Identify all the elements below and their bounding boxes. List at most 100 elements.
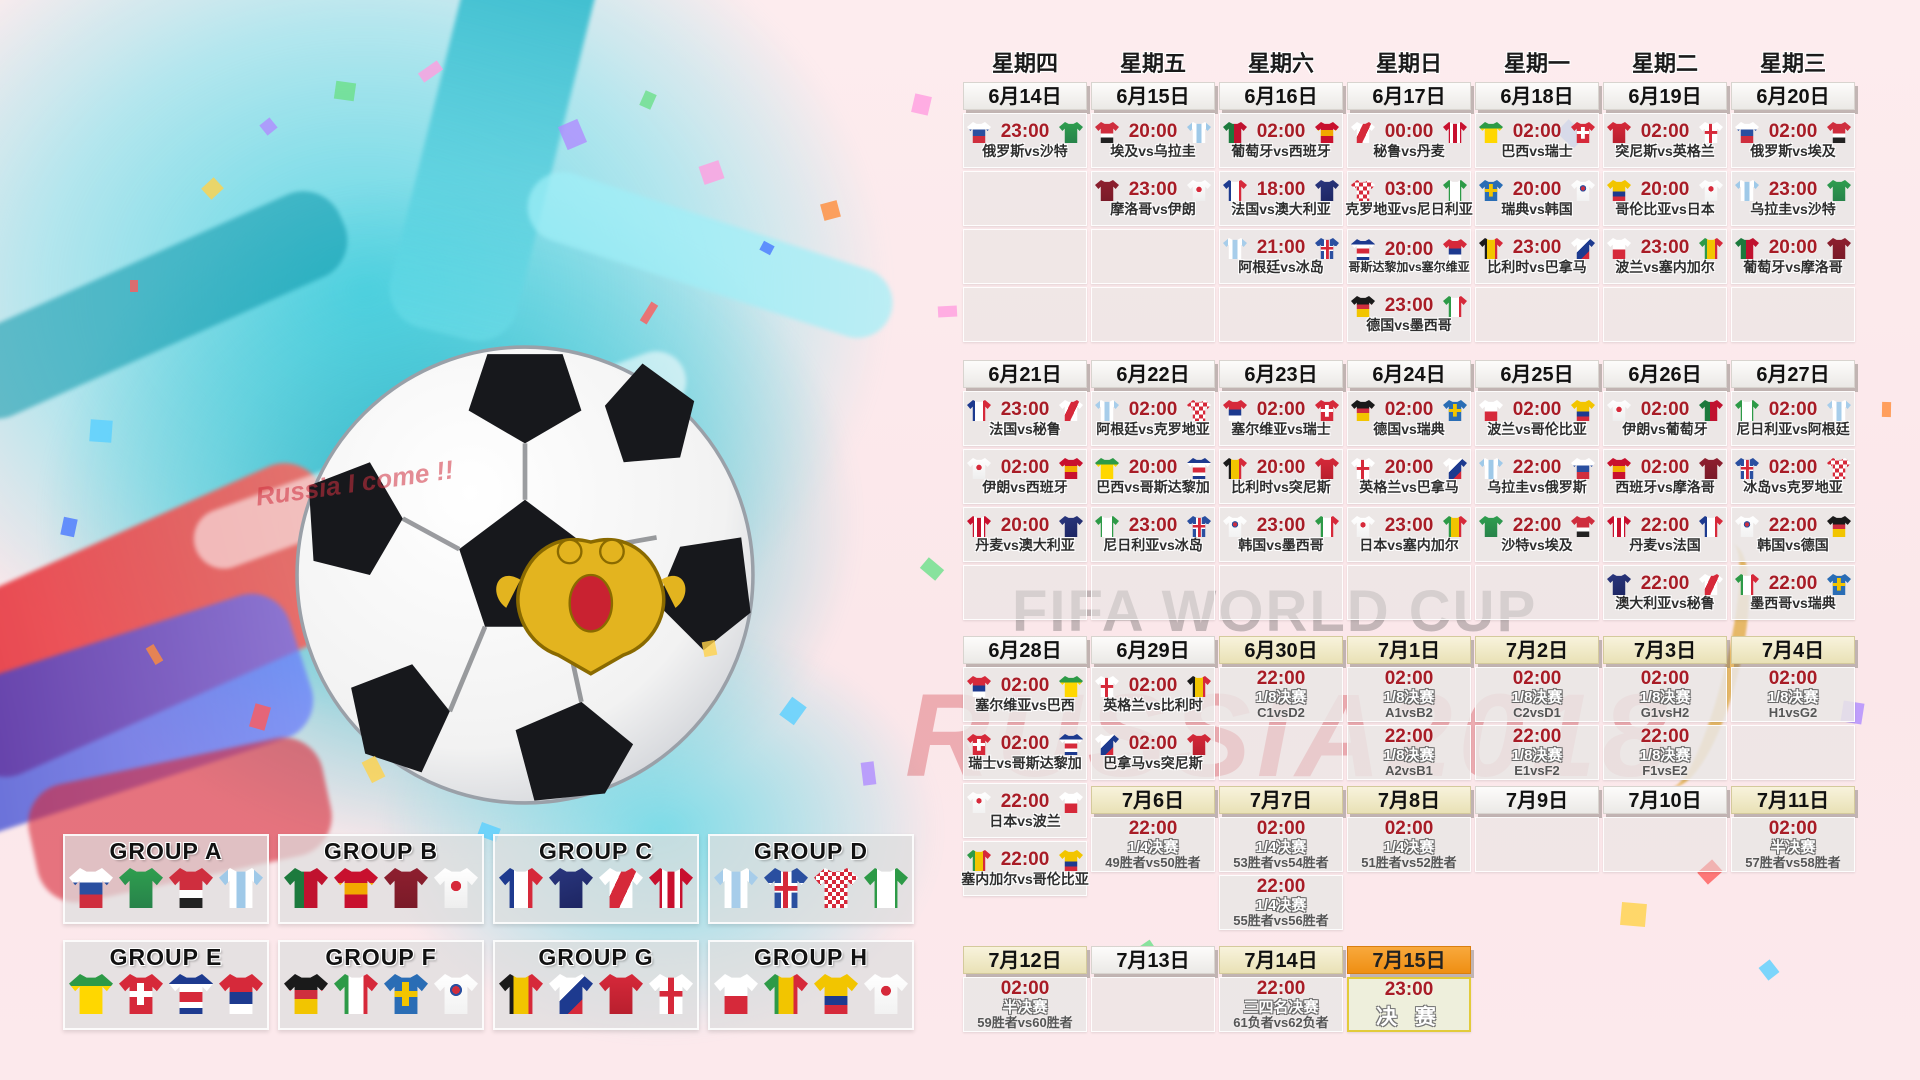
away-jersey-icon bbox=[1315, 121, 1339, 143]
calendar-column: 7月14日 22:00 三四名决赛 61负者vs62负者 bbox=[1219, 946, 1343, 1035]
home-jersey-icon bbox=[1479, 515, 1503, 537]
group-box: GROUP B bbox=[278, 834, 484, 924]
away-jersey-icon bbox=[1827, 457, 1851, 479]
match-cell: 22:00 塞内加尔vs哥伦比亚 bbox=[961, 841, 1089, 896]
calendar-column: 6月23日 02:00 塞尔维亚vs瑞士 20:00 比利时vs突尼斯 23:00 韩国vs… bbox=[1219, 360, 1343, 623]
confetti-piece bbox=[860, 761, 877, 786]
match-cell: 02:00 葡萄牙vs西班牙 bbox=[1219, 113, 1343, 168]
knockout-time: 22:00 bbox=[1640, 726, 1690, 748]
away-jersey-icon bbox=[1187, 121, 1211, 143]
empty-cell bbox=[1219, 725, 1343, 780]
match-time: 20:00 bbox=[1768, 237, 1818, 259]
match-row: 02:00 bbox=[1220, 399, 1342, 421]
home-jersey-icon bbox=[1095, 733, 1119, 755]
match-cell: 02:00 伊朗vs西班牙 bbox=[963, 449, 1087, 504]
date-header: 6月23日 bbox=[1219, 360, 1343, 388]
knockout-time: 02:00 bbox=[1384, 818, 1434, 840]
knockout-cell: 22:00 1/8决赛 F1vsE2 bbox=[1603, 725, 1727, 780]
match-row: 02:00 bbox=[1604, 399, 1726, 421]
match-teams-label: 哥伦比亚vs日本 bbox=[1615, 201, 1715, 218]
calendar-column: 6月27日 02:00 尼日利亚vs阿根廷 02:00 冰岛vs克罗地亚 22:00 韩国v… bbox=[1731, 360, 1855, 623]
match-teams-label: 巴西vs瑞士 bbox=[1501, 143, 1573, 160]
away-jersey-icon bbox=[1187, 399, 1211, 421]
match-row: 20:00 bbox=[964, 515, 1086, 537]
date-header: 6月26日 bbox=[1603, 360, 1727, 388]
away-jersey-icon bbox=[1571, 399, 1595, 421]
match-cell: 20:00 葡萄牙vs摩洛哥 bbox=[1731, 229, 1855, 284]
match-cell: 18:00 法国vs澳大利亚 bbox=[1219, 171, 1343, 226]
knockout-pair-label: 49胜者vs50胜者 bbox=[1105, 854, 1201, 870]
calendar-column: 6月29日 02:00 英格兰vs比利时 02:00 巴拿马vs突尼斯 bbox=[1091, 636, 1215, 899]
home-jersey-icon bbox=[1607, 179, 1631, 201]
match-time: 23:00 bbox=[1000, 121, 1050, 143]
away-jersey-icon bbox=[1827, 399, 1851, 421]
match-row: 22:00 bbox=[1604, 573, 1726, 595]
match-row: 23:00 bbox=[1732, 179, 1854, 201]
knockout-pair-label: H1vsG2 bbox=[1768, 704, 1818, 720]
match-teams-label: 突尼斯vs英格兰 bbox=[1615, 143, 1715, 160]
match-cell: 23:00 比利时vs巴拿马 bbox=[1475, 229, 1599, 284]
group-team-jersey-icon bbox=[649, 974, 693, 1014]
knockout-cell: 02:00 1/4决赛 51胜者vs52胜者 bbox=[1347, 817, 1471, 872]
match-cell: 02:00 德国vs瑞典 bbox=[1347, 391, 1471, 446]
calendar-column: 7月15日 23:00 决 赛 bbox=[1347, 946, 1471, 1035]
date-header: 6月15日 bbox=[1091, 82, 1215, 110]
home-jersey-icon bbox=[1223, 457, 1247, 479]
home-jersey-icon bbox=[967, 457, 991, 479]
group-box: GROUP E bbox=[63, 940, 269, 1030]
match-teams-label: 韩国vs墨西哥 bbox=[1238, 537, 1324, 554]
match-time: 22:00 bbox=[1512, 457, 1562, 479]
away-jersey-icon bbox=[1699, 515, 1723, 537]
match-cell: 23:00 波兰vs塞内加尔 bbox=[1603, 229, 1727, 284]
date-header: 6月20日 bbox=[1731, 82, 1855, 110]
match-time: 22:00 bbox=[1640, 515, 1690, 537]
home-jersey-icon bbox=[1735, 573, 1759, 595]
knockout-time: 02:00 bbox=[1768, 818, 1818, 840]
week-band: 7月6日 22:00 1/4决赛 49胜者vs50胜者 7月7日 02:00 1/4决赛 53… bbox=[963, 786, 1855, 933]
away-jersey-icon bbox=[1059, 675, 1083, 697]
match-time: 23:00 bbox=[1000, 399, 1050, 421]
calendar-column: 7月6日 22:00 1/4决赛 49胜者vs50胜者 bbox=[1091, 786, 1215, 933]
away-jersey-icon bbox=[1059, 121, 1083, 143]
calendar-column: 7月3日 02:00 1/8决赛 G1vsH2 22:00 1/8决赛 F1vsE2 bbox=[1603, 636, 1727, 899]
calendar-column: 6月30日 22:00 1/8决赛 C1vsD2 bbox=[1219, 636, 1343, 899]
weekday-label: 星期日 bbox=[1375, 51, 1442, 76]
date-header: 7月10日 bbox=[1603, 786, 1727, 814]
calendar-column: 7月9日 bbox=[1475, 786, 1599, 933]
knockout-cell: 22:00 1/8决赛 A2vsB1 bbox=[1347, 725, 1471, 780]
match-teams-label: 德国vs墨西哥 bbox=[1366, 317, 1452, 334]
away-jersey-icon bbox=[1827, 179, 1851, 201]
home-jersey-icon bbox=[1095, 399, 1119, 421]
calendar-column: 6月16日 02:00 葡萄牙vs西班牙 18:00 法国vs澳大利亚 21:00 阿根廷v… bbox=[1219, 82, 1343, 345]
match-cell: 21:00 阿根廷vs冰岛 bbox=[1219, 229, 1343, 284]
match-row: 00:00 bbox=[1348, 121, 1470, 143]
away-jersey-icon bbox=[1315, 237, 1339, 259]
home-jersey-icon bbox=[967, 733, 991, 755]
home-jersey-icon bbox=[1735, 515, 1759, 537]
group-title: GROUP A bbox=[109, 838, 223, 864]
group-box: GROUP G bbox=[493, 940, 699, 1030]
away-jersey-icon bbox=[1443, 121, 1467, 143]
knockout-time: 22:00 bbox=[1384, 726, 1434, 748]
group-box: GROUP C bbox=[493, 834, 699, 924]
match-row: 20:00 bbox=[1220, 457, 1342, 479]
match-time: 20:00 bbox=[1128, 121, 1178, 143]
knockout-time: 22:00 bbox=[1128, 818, 1178, 840]
home-jersey-icon bbox=[1479, 179, 1503, 201]
home-jersey-icon bbox=[1351, 239, 1375, 261]
home-jersey-icon bbox=[1351, 179, 1375, 201]
knockout-stage-label: 1/8决赛 bbox=[1511, 747, 1563, 765]
knockout-time: 02:00 bbox=[1768, 668, 1818, 690]
home-jersey-icon bbox=[1223, 121, 1247, 143]
home-jersey-icon bbox=[1735, 399, 1759, 421]
date-header: 7月9日 bbox=[1475, 786, 1599, 814]
empty-cell bbox=[1091, 229, 1215, 284]
knockout-time: 22:00 bbox=[1256, 668, 1306, 690]
away-jersey-icon bbox=[1315, 515, 1339, 537]
empty-cell bbox=[1091, 287, 1215, 342]
week-band: 6月28日 02:00 塞尔维亚vs巴西 02:00 瑞士vs哥斯达黎加 22:00 日本v… bbox=[961, 636, 1855, 899]
match-row: 02:00 bbox=[1476, 399, 1598, 421]
away-jersey-icon bbox=[1443, 295, 1467, 317]
match-cell: 23:00 日本vs塞内加尔 bbox=[1347, 507, 1471, 562]
